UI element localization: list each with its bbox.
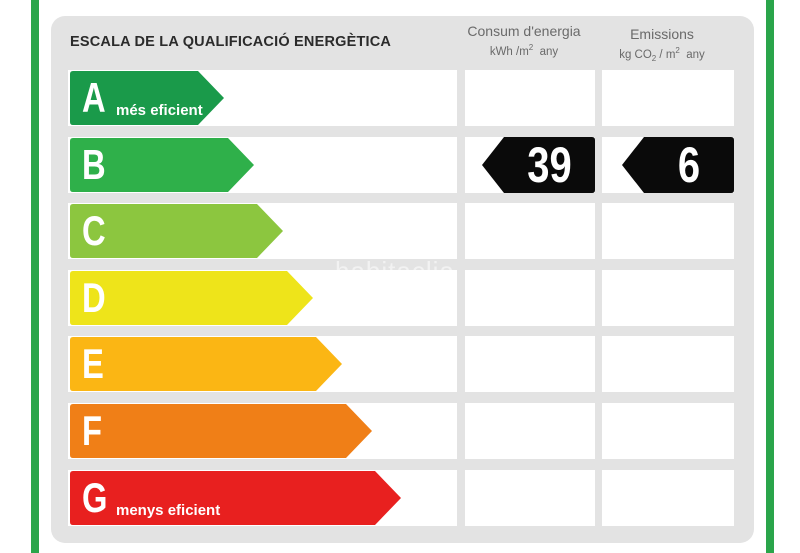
rating-arrow-d: D (70, 271, 313, 325)
emissions-cell-a (602, 70, 734, 126)
rating-letter: C (82, 207, 106, 254)
emissions-value-marker: 6 (622, 137, 734, 193)
rating-letter: G (82, 474, 108, 521)
emissions-header: Emissions kg CO2 / m2 any (600, 26, 724, 63)
rating-arrow-e: E (70, 337, 342, 391)
consumption-cell-c (465, 203, 595, 259)
consumption-value-marker: 39 (482, 137, 595, 193)
rating-arrow-f: F (70, 404, 372, 458)
consumption-cell-g (465, 470, 595, 526)
left-border (31, 0, 39, 553)
rating-note: menys eficient (116, 502, 221, 519)
emissions-cell-d (602, 270, 734, 326)
consumption-unit: kWh /m2 any (489, 43, 559, 58)
rating-letter: B (82, 141, 106, 188)
emissions-unit: kg CO2 / m2 any (619, 46, 705, 64)
rating-letter: A (82, 74, 106, 121)
emissions-cell-c (602, 203, 734, 259)
rating-arrow-b: B (70, 138, 254, 192)
consumption-label: Consum d'energia (467, 23, 581, 39)
consumption-cell-a (465, 70, 595, 126)
label-title: ESCALA DE LA QUALIFICACIÓ ENERGÈTICA (70, 34, 392, 50)
consumption-cell-e (465, 336, 595, 392)
rating-note: més eficient (116, 102, 203, 119)
consumption-cell-d (465, 270, 595, 326)
rating-letter: F (82, 407, 103, 454)
emissions-cell-g (602, 470, 734, 526)
consumption-cell-f (465, 403, 595, 459)
emissions-cell-e (602, 336, 734, 392)
emissions-label: Emissions (630, 26, 694, 42)
consumption-header: Consum d'energia kWh /m2 any (462, 23, 586, 58)
emissions-cell-f (602, 403, 734, 459)
emissions-value-marker-number: 6 (677, 137, 701, 193)
consumption-value-marker-number: 39 (527, 137, 572, 193)
rating-letter: D (82, 274, 106, 321)
rating-letter: E (82, 340, 104, 387)
rating-arrow-c: C (70, 204, 283, 258)
watermark-text: habitaclia (335, 256, 455, 286)
right-border (766, 0, 774, 553)
